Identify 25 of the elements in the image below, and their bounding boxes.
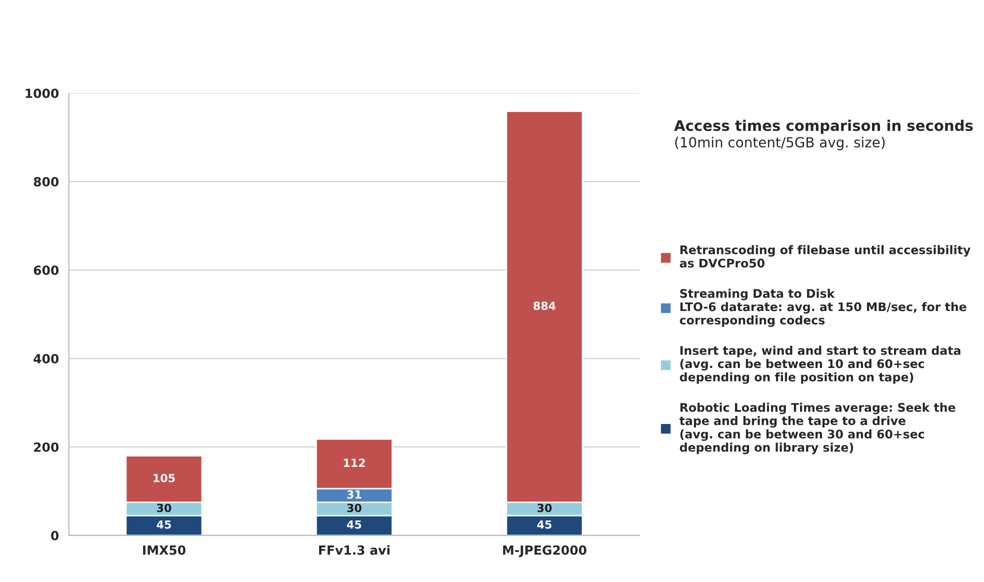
data-label: 884 xyxy=(534,302,556,310)
y-tick-label: 600 xyxy=(34,266,59,275)
legend-label: Insert tape, wind and start to stream data (avg. can be between 10 and 60+sec depending on file position on tape) xyxy=(680,346,960,384)
x-tick-label: M-JPEG2000 xyxy=(503,545,586,558)
text: (10min content/5GB avg. size) xyxy=(675,136,885,150)
data-label: 30 xyxy=(157,504,172,512)
data-label: 45 xyxy=(347,520,362,529)
data-label: 45 xyxy=(156,520,171,529)
legend-label: Streaming Data to Disk LTO-6 datarate: avg. at 150 MB/sec, for the corresponding codecs xyxy=(680,288,966,327)
x-tick-label: IMX50 xyxy=(143,545,186,555)
legend-label: Retranscoding of filebase until accessibility as DVCPro50 xyxy=(680,245,970,268)
data-label: 30 xyxy=(347,504,362,512)
data-label: 45 xyxy=(537,520,552,529)
x-tick-label: FFv1.3 avi xyxy=(319,545,390,555)
y-tick-label: 800 xyxy=(34,177,59,187)
y-tick-label: 400 xyxy=(34,354,59,364)
legend-label: Robotic Loading Times average: Seek the tape and bring the tape to a drive (avg. can be between 30 and 60+sec depending on library size) xyxy=(680,402,956,454)
y-tick-label: 0 xyxy=(51,530,59,540)
text: Access times comparison in seconds xyxy=(674,120,973,134)
data-label: 105 xyxy=(154,474,175,482)
y-tick-label: 1000 xyxy=(26,88,59,98)
y-tick-label: 200 xyxy=(34,442,59,452)
data-label: 112 xyxy=(344,458,365,467)
data-label: 31 xyxy=(347,490,362,499)
data-label: 30 xyxy=(537,504,552,512)
